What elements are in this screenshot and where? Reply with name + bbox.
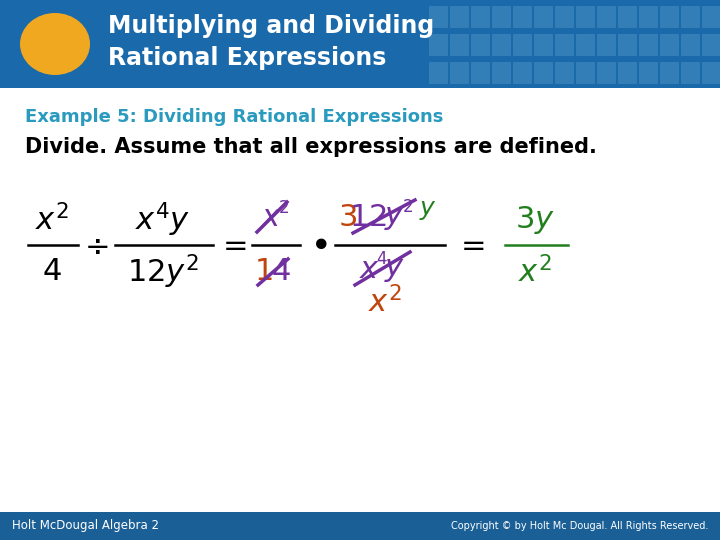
FancyBboxPatch shape xyxy=(471,6,490,28)
FancyBboxPatch shape xyxy=(660,34,679,56)
FancyBboxPatch shape xyxy=(429,6,448,28)
FancyBboxPatch shape xyxy=(702,6,720,28)
FancyBboxPatch shape xyxy=(492,6,511,28)
Text: $\bullet$: $\bullet$ xyxy=(309,226,328,260)
FancyBboxPatch shape xyxy=(576,62,595,84)
Text: $\div$: $\div$ xyxy=(84,231,108,260)
Text: $x$: $x$ xyxy=(359,255,381,285)
FancyBboxPatch shape xyxy=(450,6,469,28)
Text: $x^4y$: $x^4y$ xyxy=(135,201,191,239)
Text: $3y$: $3y$ xyxy=(515,204,555,236)
Text: $x^2$: $x^2$ xyxy=(35,204,69,237)
FancyBboxPatch shape xyxy=(555,34,574,56)
FancyBboxPatch shape xyxy=(681,34,700,56)
Text: $2$: $2$ xyxy=(277,199,289,217)
FancyBboxPatch shape xyxy=(513,6,532,28)
FancyBboxPatch shape xyxy=(471,62,490,84)
FancyBboxPatch shape xyxy=(639,6,658,28)
Text: Divide. Assume that all expressions are defined.: Divide. Assume that all expressions are … xyxy=(25,137,597,157)
FancyBboxPatch shape xyxy=(513,34,532,56)
FancyBboxPatch shape xyxy=(618,34,637,56)
FancyBboxPatch shape xyxy=(681,6,700,28)
FancyBboxPatch shape xyxy=(660,62,679,84)
FancyBboxPatch shape xyxy=(429,62,448,84)
FancyBboxPatch shape xyxy=(492,34,511,56)
Text: Example 5: Dividing Rational Expressions: Example 5: Dividing Rational Expressions xyxy=(25,108,444,126)
Text: $=$: $=$ xyxy=(217,231,247,260)
Text: $y$: $y$ xyxy=(419,198,437,222)
Text: $12$: $12$ xyxy=(349,204,387,233)
FancyBboxPatch shape xyxy=(576,6,595,28)
FancyBboxPatch shape xyxy=(597,6,616,28)
Bar xyxy=(0,512,720,540)
FancyBboxPatch shape xyxy=(492,62,511,84)
FancyBboxPatch shape xyxy=(534,6,553,28)
Text: $x^2$: $x^2$ xyxy=(518,256,552,288)
Text: $3$: $3$ xyxy=(338,204,358,233)
FancyBboxPatch shape xyxy=(597,62,616,84)
FancyBboxPatch shape xyxy=(618,62,637,84)
Text: $x$: $x$ xyxy=(261,204,282,233)
FancyBboxPatch shape xyxy=(639,34,658,56)
FancyBboxPatch shape xyxy=(681,62,700,84)
Text: $=$: $=$ xyxy=(455,231,485,260)
Text: $y$: $y$ xyxy=(384,255,405,285)
FancyBboxPatch shape xyxy=(639,62,658,84)
FancyBboxPatch shape xyxy=(450,34,469,56)
Text: $4$: $4$ xyxy=(42,258,62,287)
Text: $12y^2$: $12y^2$ xyxy=(127,253,199,291)
Text: $x^2$: $x^2$ xyxy=(368,286,402,318)
FancyBboxPatch shape xyxy=(429,34,448,56)
FancyBboxPatch shape xyxy=(450,62,469,84)
Text: $2$: $2$ xyxy=(402,198,413,216)
Text: Rational Expressions: Rational Expressions xyxy=(108,46,387,70)
Text: Holt McDougal Algebra 2: Holt McDougal Algebra 2 xyxy=(12,519,159,532)
FancyBboxPatch shape xyxy=(618,6,637,28)
FancyBboxPatch shape xyxy=(555,62,574,84)
Text: $y$: $y$ xyxy=(384,204,405,233)
Text: $1$: $1$ xyxy=(253,258,272,287)
FancyBboxPatch shape xyxy=(534,34,553,56)
FancyBboxPatch shape xyxy=(555,6,574,28)
Ellipse shape xyxy=(20,13,90,75)
FancyBboxPatch shape xyxy=(702,34,720,56)
FancyBboxPatch shape xyxy=(471,34,490,56)
FancyBboxPatch shape xyxy=(576,34,595,56)
FancyBboxPatch shape xyxy=(534,62,553,84)
FancyBboxPatch shape xyxy=(702,62,720,84)
FancyBboxPatch shape xyxy=(660,6,679,28)
Text: Copyright © by Holt Mc Dougal. All Rights Reserved.: Copyright © by Holt Mc Dougal. All Right… xyxy=(451,521,708,531)
Text: $4$: $4$ xyxy=(377,250,388,268)
Text: Multiplying and Dividing: Multiplying and Dividing xyxy=(108,14,434,38)
Text: $4$: $4$ xyxy=(271,258,291,287)
FancyBboxPatch shape xyxy=(513,62,532,84)
Bar xyxy=(0,0,720,88)
FancyBboxPatch shape xyxy=(597,34,616,56)
